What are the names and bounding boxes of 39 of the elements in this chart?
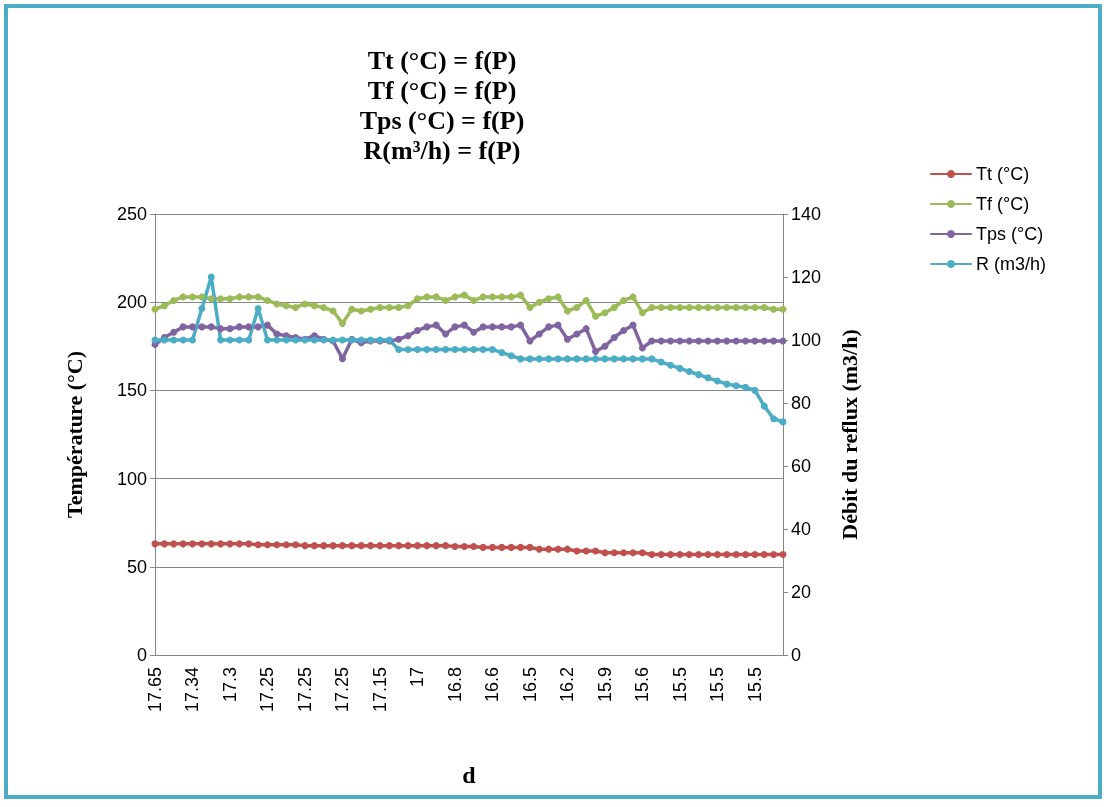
x-tick-label: 15.6 xyxy=(632,667,653,703)
x-tick-label: 17 xyxy=(407,667,428,688)
x-tick-label: 17.25 xyxy=(257,667,278,713)
x-tick-label: 16.8 xyxy=(444,667,465,703)
x-tick-label: 15.5 xyxy=(669,667,690,703)
chart-title: Tt (°C) = f(P) Tf (°C) = f(P) Tps (°C) = f(P) R(m³/h) = f(P) xyxy=(359,45,525,165)
y-tick-label: 150 xyxy=(116,380,147,401)
x-tick-label: 15.5 xyxy=(707,667,728,703)
y-tick-label: 50 xyxy=(126,556,147,577)
legend-label: Tf (°C) xyxy=(976,194,1030,214)
legend-label: Tt (°C) xyxy=(976,164,1030,184)
y-tick-label: 250 xyxy=(116,204,147,224)
y2-axis-title: Débit du reflux (m3/h) xyxy=(836,329,862,540)
x-tick-label: 17.25 xyxy=(332,667,353,713)
y2-tick-label: 140 xyxy=(791,204,822,224)
legend-label: Tps (°C) xyxy=(976,224,1044,244)
x-tick-label: 16.6 xyxy=(482,667,503,703)
x-tick-label: 17.34 xyxy=(182,667,203,713)
y2-tick-label: 20 xyxy=(791,582,812,602)
y2-tick-label: 40 xyxy=(791,519,812,539)
x-tick-label: 17.15 xyxy=(369,667,390,713)
x-tick-label: 17.25 xyxy=(294,667,315,713)
y-tick-label: 0 xyxy=(136,645,147,665)
y2-tick-label: 0 xyxy=(791,645,802,665)
x-tick-label: 15.9 xyxy=(594,667,615,703)
y-tick-label: 200 xyxy=(116,292,147,313)
y2-tick-label: 120 xyxy=(791,267,822,287)
y-tick-label: 100 xyxy=(116,468,147,489)
x-tick-label: 16.5 xyxy=(519,667,540,703)
x-tick-label: 17.65 xyxy=(145,667,165,713)
y-axis-title: Température (°C) xyxy=(61,350,87,519)
x-tick-label: 15.5 xyxy=(744,667,765,703)
y2-tick-label: 100 xyxy=(791,330,822,350)
x-tick-label: 17.3 xyxy=(219,667,240,703)
legend-label: R (m3/h) xyxy=(976,254,1047,274)
x-tick-label: 16.2 xyxy=(557,667,578,703)
y2-tick-label: 80 xyxy=(791,393,812,413)
x-axis-title: d xyxy=(462,762,477,788)
y2-tick-label: 60 xyxy=(791,456,812,476)
